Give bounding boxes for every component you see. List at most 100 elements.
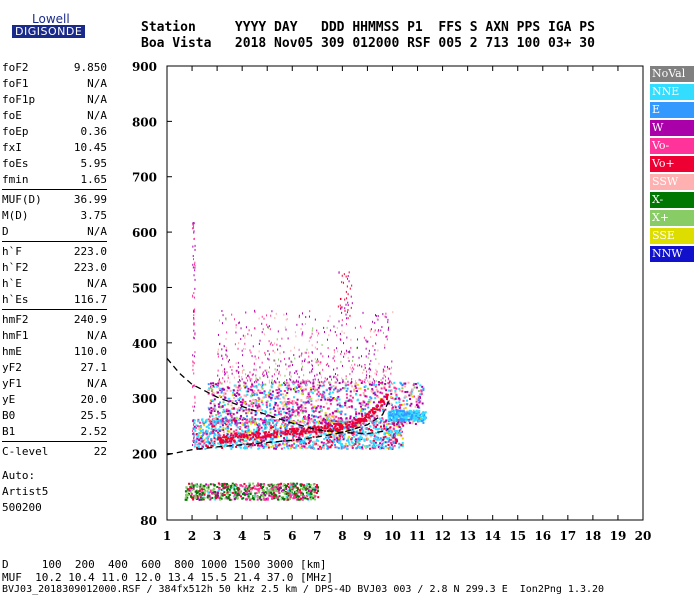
echo-point xyxy=(282,439,285,442)
plot-frame xyxy=(166,65,644,521)
echo-point xyxy=(207,388,210,391)
echo-point xyxy=(254,421,257,424)
echo-point xyxy=(372,401,375,404)
echo-point xyxy=(275,381,277,384)
echo-point xyxy=(238,445,241,448)
echo-point xyxy=(360,438,363,441)
echo-point xyxy=(234,423,237,426)
echo-point xyxy=(273,413,276,416)
echo-point xyxy=(347,293,349,296)
echo-point xyxy=(214,422,217,425)
echo-point xyxy=(392,434,395,437)
echo-point xyxy=(359,420,362,423)
param-row: M(D) 3.75 xyxy=(2,208,107,224)
echo-point xyxy=(336,408,339,411)
echo-point xyxy=(377,436,380,439)
echo-point xyxy=(382,368,384,371)
echo-point xyxy=(354,443,357,446)
echo-point xyxy=(295,439,298,442)
echo-point xyxy=(250,401,253,404)
echo-point xyxy=(331,429,334,432)
echo-point xyxy=(339,297,341,300)
echo-point xyxy=(408,412,411,415)
echo-point xyxy=(230,428,233,431)
echo-point xyxy=(288,489,291,492)
echo-point xyxy=(300,380,302,383)
echo-point xyxy=(286,312,288,315)
echo-point xyxy=(391,429,394,432)
echo-point xyxy=(192,384,194,387)
echo-point xyxy=(356,398,359,401)
echo-point xyxy=(240,338,242,341)
echo-point xyxy=(361,436,364,439)
echo-point xyxy=(286,436,289,439)
echo-point xyxy=(235,424,238,427)
echo-point xyxy=(229,418,232,421)
echo-point xyxy=(351,284,353,287)
echo-point xyxy=(399,389,402,392)
echo-point xyxy=(226,356,228,359)
echo-point xyxy=(259,432,262,435)
y-tick-label: 500 xyxy=(132,281,157,295)
echo-point xyxy=(388,381,390,384)
echo-point xyxy=(233,430,236,433)
echo-point xyxy=(329,375,331,378)
echo-point xyxy=(283,443,286,446)
echo-point xyxy=(197,420,200,423)
echo-point xyxy=(288,413,291,416)
echo-point xyxy=(226,492,229,495)
echo-point xyxy=(256,434,259,437)
echo-point xyxy=(419,384,422,387)
echo-point xyxy=(374,438,377,441)
echo-point xyxy=(383,403,386,406)
echo-point xyxy=(402,424,405,427)
echo-point xyxy=(262,498,265,501)
echo-point xyxy=(251,383,254,386)
echo-point xyxy=(386,365,388,368)
echo-point xyxy=(388,402,391,405)
echo-point xyxy=(361,415,364,418)
echo-point xyxy=(376,420,379,423)
echo-point xyxy=(226,386,229,389)
echo-point xyxy=(296,440,299,443)
echo-point xyxy=(261,439,264,442)
echo-point xyxy=(263,436,266,439)
echo-point xyxy=(277,409,280,412)
echo-point xyxy=(350,422,353,425)
echo-point xyxy=(353,368,355,371)
echo-point xyxy=(351,421,354,424)
echo-point xyxy=(301,389,304,392)
echo-point xyxy=(340,418,343,421)
echo-point xyxy=(306,497,309,500)
echo-point xyxy=(202,445,205,448)
echo-point xyxy=(290,485,293,488)
echo-point xyxy=(387,438,390,441)
echo-point xyxy=(293,442,296,445)
echo-point xyxy=(423,411,426,414)
echo-point xyxy=(382,313,384,316)
echo-point xyxy=(415,409,418,412)
echo-point xyxy=(284,423,287,426)
echo-point xyxy=(325,363,327,366)
echo-point xyxy=(398,406,401,409)
echo-point xyxy=(402,399,405,402)
echo-point xyxy=(210,431,213,434)
echo-point xyxy=(295,422,298,425)
echo-point xyxy=(318,420,321,423)
legend-item: NoVal xyxy=(650,66,694,82)
echo-point xyxy=(193,329,195,332)
echo-point xyxy=(283,446,286,449)
echo-point xyxy=(306,422,309,425)
echo-point xyxy=(255,392,258,395)
echo-point xyxy=(229,365,231,368)
echo-point xyxy=(290,411,293,414)
echo-point xyxy=(286,401,289,404)
echo-point xyxy=(288,419,291,422)
echo-point xyxy=(391,412,394,415)
echo-point xyxy=(223,493,226,496)
echo-point xyxy=(206,431,209,434)
echo-point xyxy=(229,400,232,403)
echo-point xyxy=(283,351,285,354)
echo-point xyxy=(372,412,375,415)
